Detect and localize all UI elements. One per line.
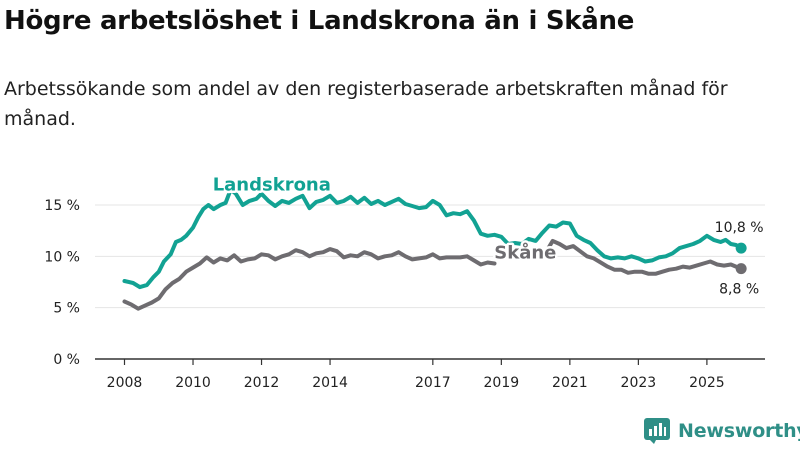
skane-end-point — [735, 263, 747, 275]
skane-series-label: Skåne — [494, 241, 556, 263]
landskrona-end-value-label: 10,8 % — [715, 220, 764, 236]
y-tick-label: 10 % — [44, 249, 80, 265]
x-tick-label: 2019 — [484, 375, 520, 391]
chart-subtitle: Arbetssökande som andel av den registerb… — [4, 78, 728, 130]
skane-end-value-label: 8,8 % — [719, 282, 759, 298]
landskrona-line — [122, 187, 744, 290]
landskrona-series-label: Landskrona — [213, 175, 331, 196]
x-tick-label: 2012 — [244, 375, 280, 391]
chart-title: Högre arbetslöshet i Landskrona än i Skå… — [4, 6, 635, 36]
y-tick-label: 0 % — [53, 352, 80, 368]
axes: 0 % 5 % 10 % 15 % 2008 2010 2012 2014 2017 2019 20… — [44, 198, 765, 391]
x-tick-label: 2023 — [621, 375, 657, 391]
skane-line — [122, 247, 497, 311]
brand-name: Newsworthy — [678, 420, 800, 442]
series-lines — [122, 187, 747, 311]
x-tick-label: 2014 — [312, 375, 348, 391]
x-tick-label: 2010 — [175, 375, 211, 391]
x-tick-label: 2008 — [107, 375, 143, 391]
y-tick-label: 15 % — [44, 198, 80, 214]
x-tick-label: 2017 — [415, 375, 451, 391]
skane-line — [543, 238, 744, 276]
y-tick-label: 5 % — [53, 301, 80, 317]
newsworthy-chart-icon — [644, 418, 670, 444]
data-labels: Landskrona 10,8 % Skåne 8,8 % — [210, 172, 764, 298]
x-tick-label: 2021 — [552, 375, 588, 391]
newsworthy-logo[interactable]: Newsworthy — [644, 418, 800, 444]
landskrona-end-point — [735, 242, 747, 254]
x-tick-label: 2025 — [689, 375, 725, 391]
